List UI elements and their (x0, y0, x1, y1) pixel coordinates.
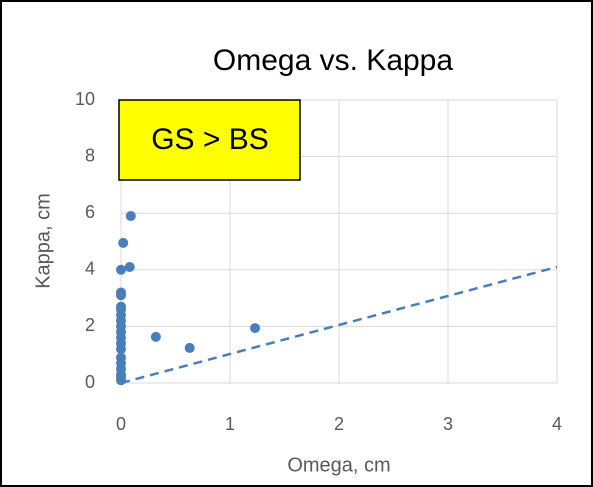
y-tick-label: 10 (75, 89, 95, 109)
chart-title: Omega vs. Kappa (213, 44, 453, 77)
x-tick-label: 0 (116, 414, 126, 434)
x-tick-label: 4 (552, 414, 562, 434)
point (125, 211, 136, 222)
x-tick-label: 2 (334, 414, 344, 434)
y-tick-label: 4 (85, 259, 95, 279)
annotation-box (118, 99, 301, 181)
x-tick-label: 1 (225, 414, 235, 434)
point (116, 264, 126, 275)
y-tick-label: 8 (85, 145, 95, 165)
point (250, 323, 261, 334)
point (118, 237, 129, 248)
point (184, 342, 195, 353)
reference-line (120, 265, 558, 385)
y-tick-label: 0 (85, 372, 95, 392)
point (116, 287, 126, 298)
point (116, 352, 126, 363)
annotation: GS > BS (151, 123, 269, 156)
x-axis-label: Omega, cm (287, 454, 390, 476)
y-tick-label: 6 (85, 202, 95, 222)
y-tick-label: 2 (85, 315, 95, 335)
y-axis-label: Kappa, cm (32, 193, 54, 289)
x-tick-label: 3 (443, 414, 453, 434)
point (116, 301, 126, 312)
point (150, 331, 161, 342)
point (124, 261, 135, 272)
